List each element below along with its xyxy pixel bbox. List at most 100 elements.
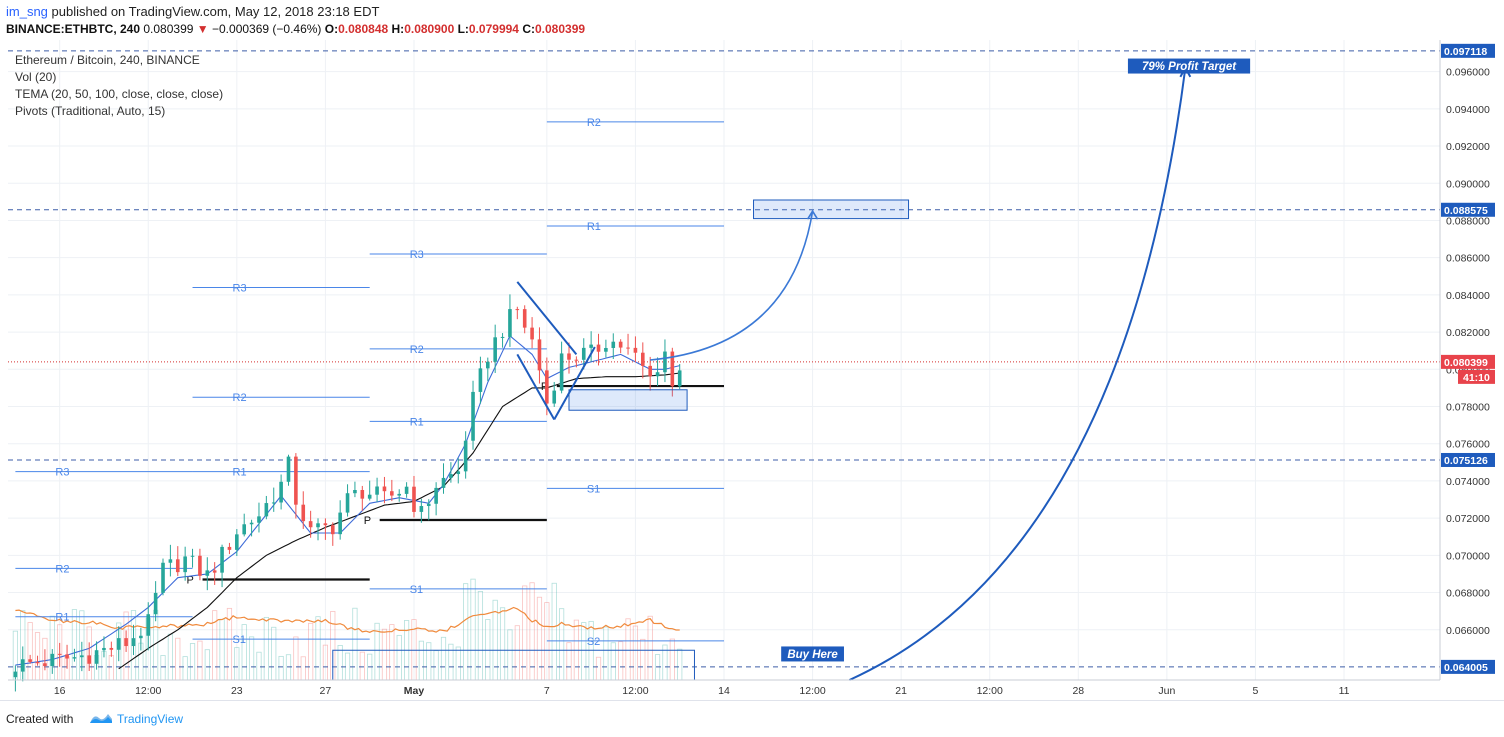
pivot-label: R1 xyxy=(55,612,69,624)
created-with-text: Created with xyxy=(6,712,74,726)
candle-body xyxy=(604,347,608,352)
annotation-label: Buy Here xyxy=(787,649,838,661)
legend-tema[interactable]: TEMA (20, 50, 100, close, close, close) xyxy=(15,87,224,101)
candle-body xyxy=(294,456,298,505)
candle-body xyxy=(161,562,165,593)
pivot-label: R3 xyxy=(233,282,247,294)
price-tick: 0.070000 xyxy=(1446,550,1490,562)
pivot-label: R2 xyxy=(55,563,69,575)
close-label: C: xyxy=(522,22,535,36)
pivot-label: S1 xyxy=(233,634,246,646)
candle-body xyxy=(449,474,453,478)
candle-body xyxy=(338,512,342,535)
published-text: published on TradingView.com, May 12, 20… xyxy=(51,4,380,19)
candle-body xyxy=(390,491,394,496)
candle-body xyxy=(559,353,564,391)
price-tick: 0.092000 xyxy=(1446,141,1490,153)
countdown-box xyxy=(1458,369,1495,384)
price-change: −0.000369 (−0.46%) xyxy=(212,22,322,36)
candle-body xyxy=(146,614,151,636)
pivot-label: R2 xyxy=(410,344,424,356)
low-label: L: xyxy=(457,22,469,36)
pivot-label: R1 xyxy=(410,416,424,428)
candle-body xyxy=(382,486,387,492)
pivot-label: S1 xyxy=(410,584,423,596)
candle-body xyxy=(257,516,261,523)
tema-black-line xyxy=(118,372,680,670)
candle-body xyxy=(316,523,320,528)
candle-body xyxy=(655,372,660,377)
candle-body xyxy=(271,502,276,504)
candle-body xyxy=(441,477,446,488)
candle-body xyxy=(663,351,667,373)
candle-body xyxy=(574,359,579,361)
time-tick: 28 xyxy=(1072,685,1084,697)
candles xyxy=(13,294,682,692)
candle-body xyxy=(80,655,84,658)
time-tick: 12:00 xyxy=(135,685,161,697)
trendline-upper xyxy=(516,281,578,356)
candle-body xyxy=(212,570,217,573)
candle-body xyxy=(463,440,468,472)
candle-body xyxy=(633,347,638,353)
legend-pivots[interactable]: Pivots (Traditional, Auto, 15) xyxy=(15,104,166,118)
open-label: O: xyxy=(324,22,339,36)
pivot-levels xyxy=(15,121,724,642)
price-tick: 0.074000 xyxy=(1446,476,1490,488)
candle-body xyxy=(301,504,306,522)
annotation-box xyxy=(1127,58,1251,74)
candle-body xyxy=(626,347,630,349)
footer: Created with TradingView xyxy=(0,700,1504,737)
candle-body xyxy=(330,525,335,535)
price-tick: 0.084000 xyxy=(1446,290,1490,302)
candle-body xyxy=(116,638,121,650)
candle-body xyxy=(65,654,69,659)
price-label: 0.064005 xyxy=(1444,662,1488,674)
candle-body xyxy=(522,309,527,328)
trendline-lower xyxy=(516,353,556,421)
time-tick: 23 xyxy=(231,685,243,697)
candle-body xyxy=(360,490,365,499)
candle-body xyxy=(131,638,136,647)
candle-body xyxy=(72,657,77,659)
candle-body xyxy=(552,390,557,404)
candle-body xyxy=(57,653,62,655)
candle-body xyxy=(508,309,512,337)
candle-body xyxy=(139,635,143,639)
price-label-box xyxy=(1441,452,1495,467)
candle-body xyxy=(397,493,402,496)
candle-body xyxy=(670,351,675,387)
candle-body xyxy=(412,486,416,512)
pivot-p-label: P xyxy=(187,575,194,587)
price-chart[interactable]: R3 R2 R1 R3 R2 R1 S1 R3 R2 R1 S1 R2 R1 S1 S2 P P P 79% Pro… xyxy=(0,40,1504,700)
time-tick: Jun xyxy=(1158,685,1175,697)
high-label: H: xyxy=(391,22,405,36)
legend-volume[interactable]: Vol (20) xyxy=(15,70,57,84)
candle-body xyxy=(249,522,254,525)
candle-body xyxy=(478,368,483,392)
candle-body xyxy=(198,555,202,576)
candle-body xyxy=(434,487,438,504)
candle-body xyxy=(353,490,357,494)
candle-body xyxy=(618,341,623,348)
candle-body xyxy=(345,493,350,513)
price-tick: 0.076000 xyxy=(1446,439,1490,451)
legend-symbol[interactable]: Ethereum / Bitcoin, 240, BINANCE xyxy=(15,53,200,67)
candle-body xyxy=(648,365,652,377)
trendline-break xyxy=(553,346,596,421)
candle-body xyxy=(515,309,520,311)
candle-body xyxy=(279,481,283,503)
price-tick: 0.082000 xyxy=(1446,327,1490,339)
candle-body xyxy=(50,653,55,667)
candle-body xyxy=(13,671,18,678)
tradingview-logo-icon[interactable] xyxy=(88,711,114,730)
pivot-p-label: P xyxy=(364,515,371,527)
tradingview-link[interactable]: TradingView xyxy=(117,712,184,726)
pivot-p-label: P xyxy=(541,381,548,393)
author-link[interactable]: im_sng xyxy=(6,4,48,19)
time-tick: 12:00 xyxy=(977,685,1003,697)
candle-body xyxy=(493,337,497,362)
candle-body xyxy=(537,339,542,371)
candle-body xyxy=(323,523,328,526)
price-tick: 0.088000 xyxy=(1446,215,1490,227)
